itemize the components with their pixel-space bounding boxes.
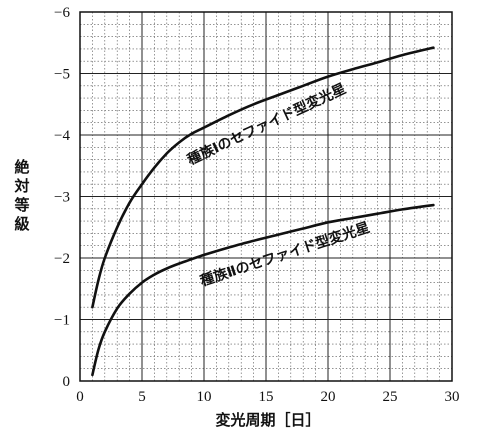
x-tick-label: 30 xyxy=(445,389,460,405)
y-tick-label: −2 xyxy=(54,251,70,267)
series-line-1 xyxy=(91,46,435,309)
y-axis-label: 絶対等級 xyxy=(13,158,29,233)
plot-frame xyxy=(79,11,453,382)
y-tick-label: −1 xyxy=(54,313,70,329)
series-line-2 xyxy=(91,203,435,377)
x-tick-label: 15 xyxy=(259,389,274,405)
y-tick-label: −4 xyxy=(54,128,70,144)
x-tick-label: 10 xyxy=(197,389,212,405)
series-layer xyxy=(91,46,435,377)
x-tick-label: 25 xyxy=(383,389,398,405)
x-axis-label: 変光周期［日］ xyxy=(215,411,320,429)
x-tick-label: 20 xyxy=(321,389,336,405)
y-tick-label: −6 xyxy=(54,5,70,21)
y-tick-label: −5 xyxy=(54,67,70,83)
y-tick-label: 0 xyxy=(63,374,71,390)
y-tick-label: −3 xyxy=(54,190,70,206)
x-tick-label: 5 xyxy=(138,389,146,405)
x-tick-label: 0 xyxy=(76,389,84,405)
y-tick-labels: 0 −1 −2 −3 −4 −5 −6 xyxy=(54,5,70,390)
x-tick-labels: 0 5 10 15 20 25 30 xyxy=(76,389,459,405)
series-label-type2: 種族Ⅱのセファイド型変光星 xyxy=(198,219,372,290)
major-grid xyxy=(79,11,453,382)
